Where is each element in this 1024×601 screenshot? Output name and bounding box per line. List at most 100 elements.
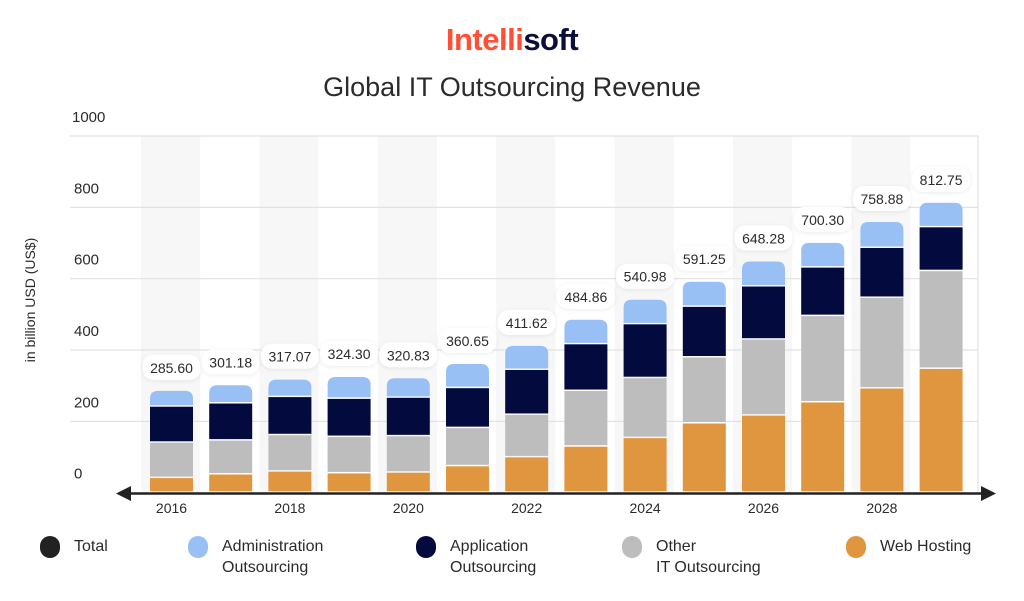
legend-swatch-icon [846, 536, 866, 558]
total-label-pill [852, 186, 911, 212]
bar-segment-web-hosting [919, 368, 963, 492]
total-label-pill [556, 283, 615, 309]
bar-segment-other-it-outsourcing [209, 440, 253, 474]
legend-swatch-icon [416, 536, 436, 558]
bar-segment-administration-outsourcing [268, 379, 312, 396]
y-tick-label: 0 [74, 466, 82, 483]
bar-segment-administration-outsourcing [209, 385, 253, 403]
bar-segment-web-hosting [682, 423, 726, 492]
x-tick-label: 2024 [630, 500, 661, 516]
legend-swatch-icon [188, 536, 208, 558]
bar-segment-application-outsourcing [386, 397, 430, 435]
total-label-pill [912, 166, 971, 192]
total-data-label: 812.75 [920, 172, 963, 188]
bar-segment-administration-outsourcing [386, 378, 430, 397]
total-label-pill [320, 341, 379, 367]
bar-segment-administration-outsourcing [150, 390, 193, 406]
total-data-label: 301.18 [209, 354, 252, 370]
legend-swatch-icon [40, 536, 60, 558]
total-label-pill [497, 309, 556, 335]
bar-segment-web-hosting [742, 415, 785, 492]
bar-segment-other-it-outsourcing [801, 316, 845, 401]
bar-segment-administration-outsourcing [564, 319, 608, 343]
bar-segment-web-hosting [801, 402, 845, 492]
legend-item: Other IT Outsourcing [622, 536, 761, 578]
legend-label: Administration Outsourcing [222, 538, 324, 576]
total-data-label: 484.86 [564, 289, 607, 305]
bar-segment-other-it-outsourcing [505, 414, 549, 456]
legend-item: Web Hosting [846, 536, 971, 558]
bar-segment-web-hosting [268, 471, 312, 492]
total-label-pill [379, 342, 438, 368]
bar-segment-application-outsourcing [268, 397, 312, 434]
bar-segment-other-it-outsourcing [682, 357, 726, 423]
bar-segment-application-outsourcing [919, 227, 963, 270]
bar-segment-web-hosting [623, 438, 667, 492]
bar-segment-administration-outsourcing [919, 202, 963, 226]
x-axis-left-arrow-icon [116, 486, 131, 501]
bar-segment-administration-outsourcing [742, 261, 785, 286]
bar-segment-application-outsourcing [801, 267, 845, 315]
bar-segment-administration-outsourcing [327, 377, 371, 398]
y-tick-label: 1000 [72, 109, 105, 126]
bar-segment-application-outsourcing [564, 344, 608, 390]
legend-label: Web Hosting [880, 538, 972, 555]
total-label-pill [734, 225, 793, 251]
bar-segment-application-outsourcing [505, 369, 549, 414]
bar-segment-web-hosting [209, 474, 253, 492]
x-tick-label: 2022 [511, 500, 542, 516]
x-tick-label: 2026 [748, 500, 779, 516]
bar-segment-other-it-outsourcing [919, 271, 963, 368]
total-data-label: 360.65 [446, 333, 489, 349]
bar-segment-web-hosting [564, 446, 608, 492]
y-tick-label: 200 [74, 394, 99, 411]
bar-segment-other-it-outsourcing [860, 297, 904, 388]
bar-segment-other-it-outsourcing [150, 442, 193, 477]
y-axis-label: in billion USD (US$) [22, 238, 38, 362]
chart-title: Global IT Outsourcing Revenue [323, 72, 701, 102]
bar-segment-administration-outsourcing [860, 222, 904, 247]
total-data-label: 317.07 [268, 349, 311, 365]
legend-item: Administration Outsourcing [188, 536, 323, 578]
bar-segment-other-it-outsourcing [446, 428, 489, 465]
legend-label: Other IT Outsourcing [656, 538, 761, 576]
bar-segment-administration-outsourcing [505, 345, 549, 369]
total-label-pill [260, 343, 319, 369]
total-data-label: 285.60 [150, 360, 193, 376]
x-tick-label: 2028 [866, 500, 897, 516]
bar-segment-application-outsourcing [150, 406, 193, 442]
bar-segment-application-outsourcing [682, 306, 726, 357]
total-data-label: 411.62 [506, 315, 548, 331]
x-axis-right-arrow-icon [981, 486, 996, 501]
total-data-label: 324.30 [328, 346, 371, 362]
total-data-label: 758.88 [860, 191, 903, 207]
total-data-label: 540.98 [624, 269, 667, 285]
total-data-label: 591.25 [683, 251, 726, 267]
x-tick-label: 2018 [274, 500, 305, 516]
logo-part-1: Intelli [445, 22, 524, 57]
y-tick-label: 800 [74, 180, 99, 197]
y-tick-label: 600 [74, 252, 99, 269]
legend-label: Total [74, 538, 108, 555]
intellisoft-logo: Intellisoft [0, 22, 1024, 58]
bar-segment-web-hosting [150, 478, 193, 492]
bar-segment-web-hosting [505, 457, 549, 492]
total-data-label: 648.28 [742, 230, 785, 246]
bar-segment-application-outsourcing [860, 248, 904, 297]
bar-segment-application-outsourcing [742, 286, 785, 339]
total-label-pill [616, 263, 675, 289]
total-label-pill [793, 206, 852, 232]
bar-segment-other-it-outsourcing [623, 378, 667, 437]
x-tick-label: 2016 [156, 500, 187, 516]
total-label-pill [675, 245, 734, 271]
y-tick-label: 400 [74, 323, 99, 340]
total-label-pill [201, 349, 260, 375]
total-label-pill [142, 354, 201, 380]
bar-segment-web-hosting [327, 473, 371, 492]
total-label-pill [438, 328, 497, 354]
bar-segment-administration-outsourcing [446, 364, 489, 387]
total-data-label: 320.83 [387, 347, 430, 363]
bar-segment-administration-outsourcing [623, 299, 667, 323]
legend-item: Application Outsourcing [416, 536, 536, 578]
